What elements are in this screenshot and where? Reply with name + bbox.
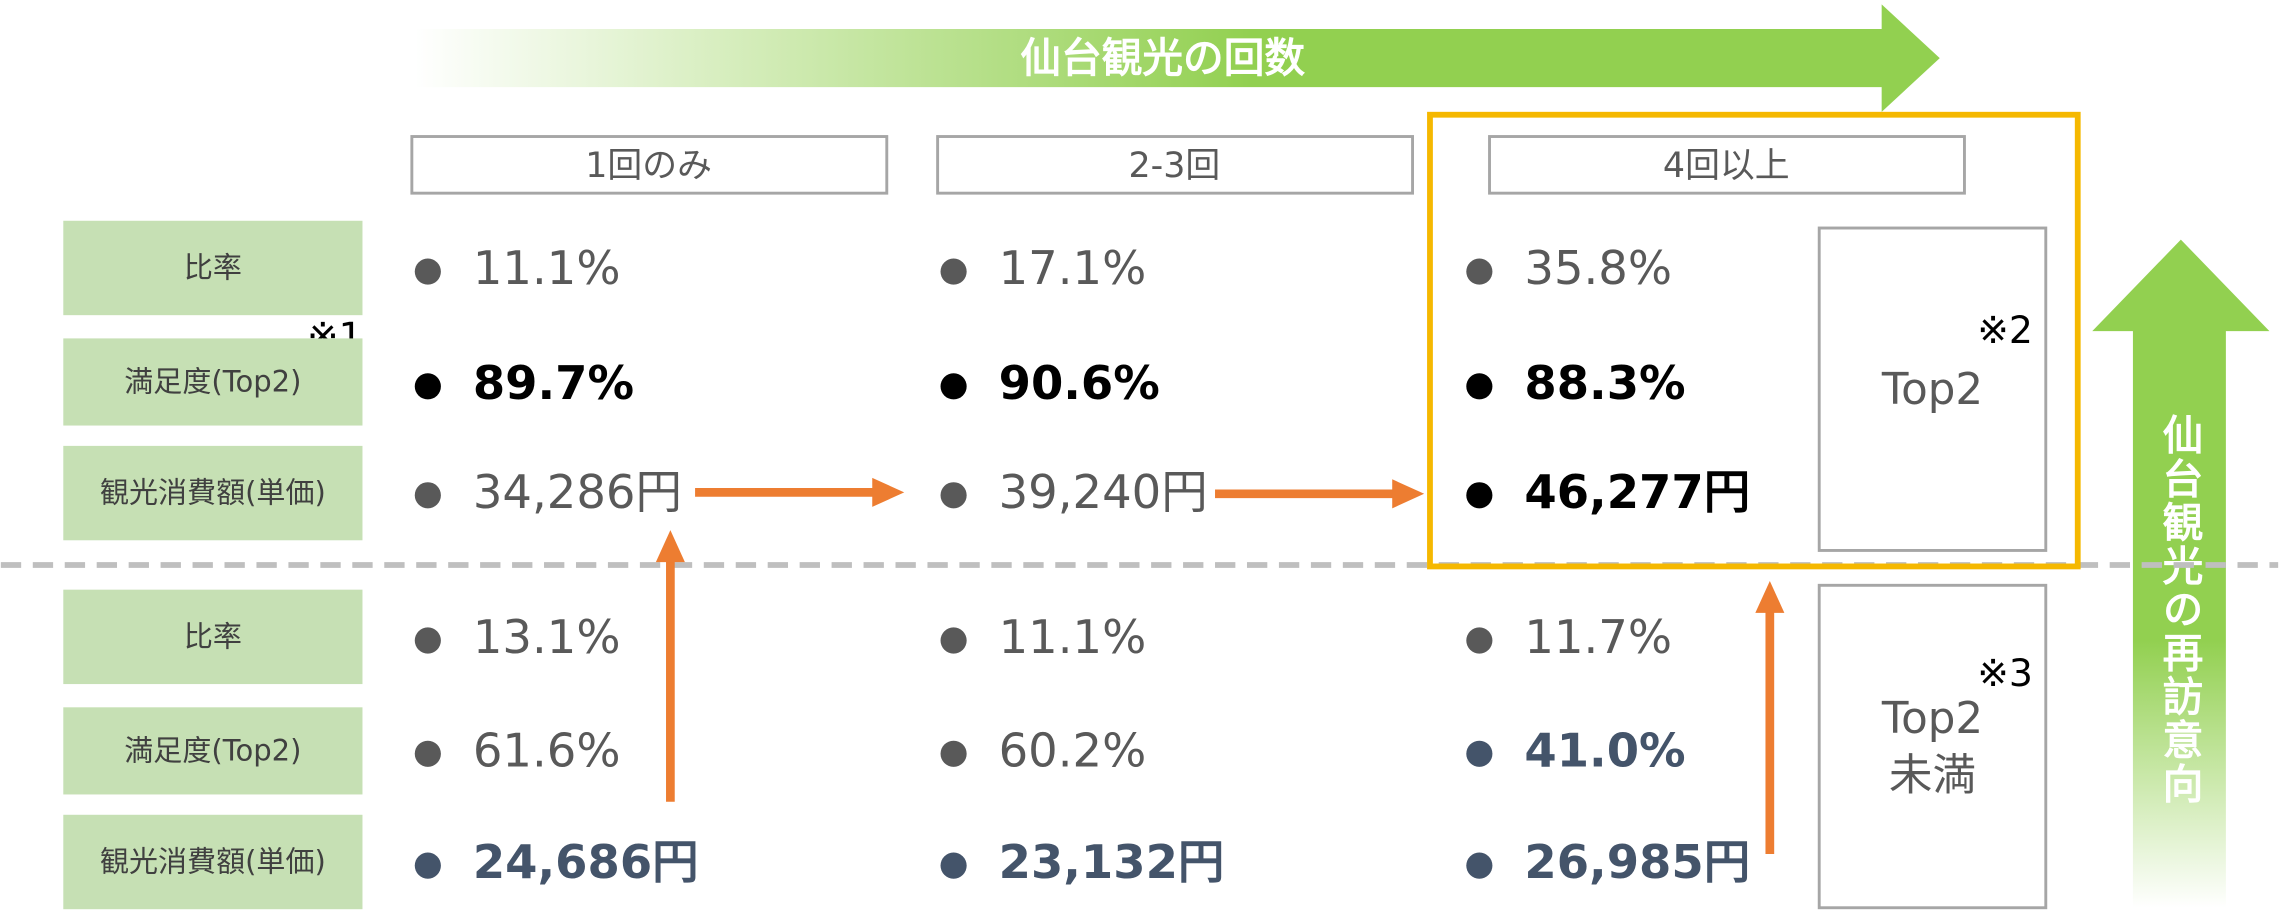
title: 仙台観光の回数 [1020,34,1305,82]
value: 61.6% [473,723,621,777]
group-box [1817,583,2048,910]
bullet [940,373,967,400]
row-label-box [63,814,363,910]
value: 46,277円 [1524,465,1750,519]
side-arrow [2092,239,2270,908]
value: 89.7% [473,356,634,410]
group-label: Top2 [1881,694,1983,744]
bullet [1466,852,1493,879]
bullet [414,373,441,400]
bullet [940,482,967,509]
bullet [1466,740,1493,767]
row-label: 満足度(Top2) [124,733,301,767]
content: 1回のみ 2-3回 4回以上 Top2 ※2 比率 11.1% 17.1% 35.8% 満足度(T… [63,135,2048,910]
bullet [1466,627,1493,654]
column-header: 2-3回 [1128,146,1220,186]
bullet [414,258,441,285]
value: 60.2% [999,723,1147,777]
column-header: 4回以上 [1663,146,1790,186]
value: 34,286円 [473,465,682,519]
bullet [940,852,967,879]
arrows [655,477,1785,854]
bullet [414,740,441,767]
group-label: 未満 [1889,751,1976,801]
value: 88.3% [1524,356,1685,410]
column-header-box [936,135,1415,195]
value: 11.1% [999,610,1147,664]
value: 26,985円 [1524,835,1750,889]
bullet [940,258,967,285]
row-label-box [63,445,363,541]
column-header: 1回のみ [585,146,712,186]
value: 17.1% [999,241,1147,295]
group-note: ※3 [1977,651,2033,695]
row-label-box [63,338,363,426]
value: 24,686円 [473,835,699,889]
group-label: Top2 [1881,365,1983,415]
value: 41.0% [1524,723,1685,777]
bullet [414,627,441,654]
bullet [940,740,967,767]
highlight-box [1427,111,2081,570]
value: 11.7% [1524,610,1672,664]
row-label: 観光消費額(単価) [100,476,326,510]
bullet [1466,373,1493,400]
value: 39,240円 [999,465,1208,519]
row-label: 比率 [184,619,242,653]
value: 11.1% [473,241,621,295]
bullet [414,852,441,879]
group-box [1817,226,2048,552]
top-arrow [414,4,1940,112]
row-label: 満足度(Top2) [124,364,301,398]
value: 35.8% [1524,241,1672,295]
bullet [414,482,441,509]
row-label-box [63,220,363,316]
row-label: 比率 [184,250,242,284]
value: 23,132円 [999,835,1225,889]
row-label-box [63,707,363,795]
row-label: 観光消費額(単価) [100,844,326,878]
column-header-box [1488,135,1966,195]
column-header-box [410,135,889,195]
group-note: ※2 [1977,308,2033,352]
value: 90.6% [999,356,1160,410]
value: 13.1% [473,610,621,664]
side-title: 仙台観光の再訪意向 [2155,414,2203,806]
bullet [1466,258,1493,285]
bullet [940,627,967,654]
row-label-box [63,589,363,685]
bullet [1466,482,1493,509]
